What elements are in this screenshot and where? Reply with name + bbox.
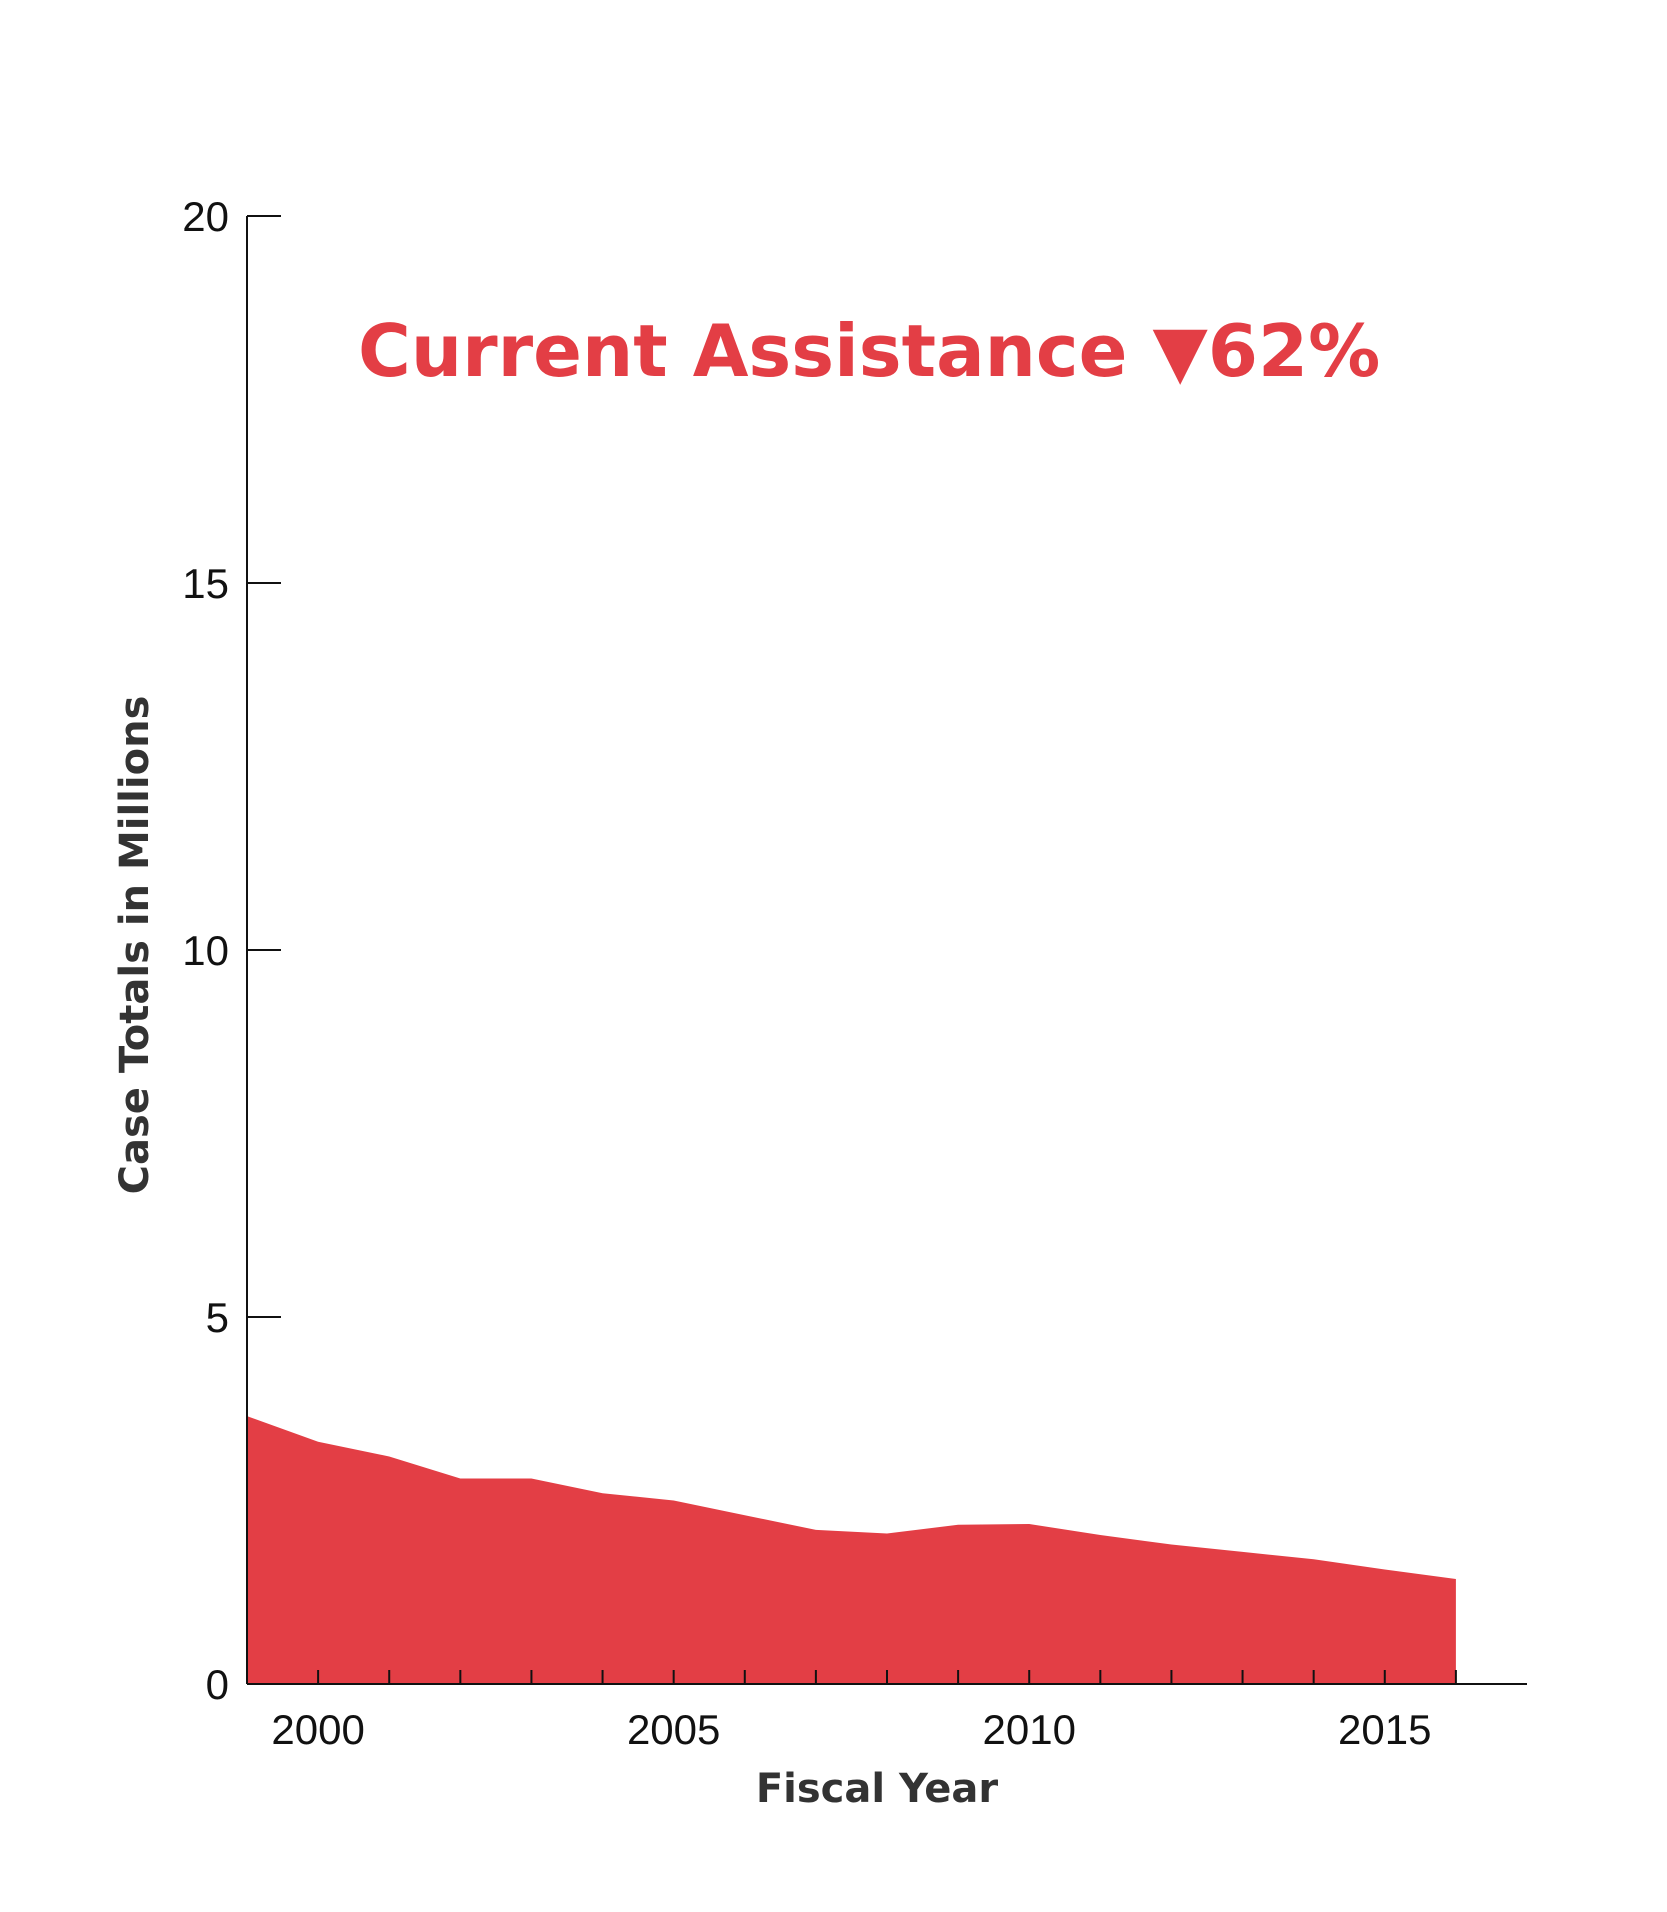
y-axis-title: Case Totals in Millions	[112, 696, 158, 1195]
y-tick-label: 0	[206, 1661, 229, 1708]
ticks-layer: 0 5 10 15 20 2000 2005 2010 2015	[182, 193, 1457, 1753]
x-tick-label: 2015	[1338, 1706, 1431, 1753]
y-tick-label: 10	[182, 927, 229, 974]
area-layer	[247, 1416, 1456, 1684]
y-tick-label: 5	[206, 1294, 229, 1341]
chart-annotation: Current Assistance ▼62%	[358, 309, 1380, 393]
y-tick-label: 15	[182, 560, 229, 607]
y-tick-label: 20	[182, 193, 229, 240]
axes-layer	[246, 216, 1527, 1685]
area-series-0	[247, 1416, 1456, 1684]
x-tick-label: 2005	[627, 1706, 720, 1753]
x-tick-label: 2010	[983, 1706, 1076, 1753]
x-axis-title: Fiscal Year	[756, 1766, 999, 1812]
x-tick-label: 2000	[271, 1706, 364, 1753]
